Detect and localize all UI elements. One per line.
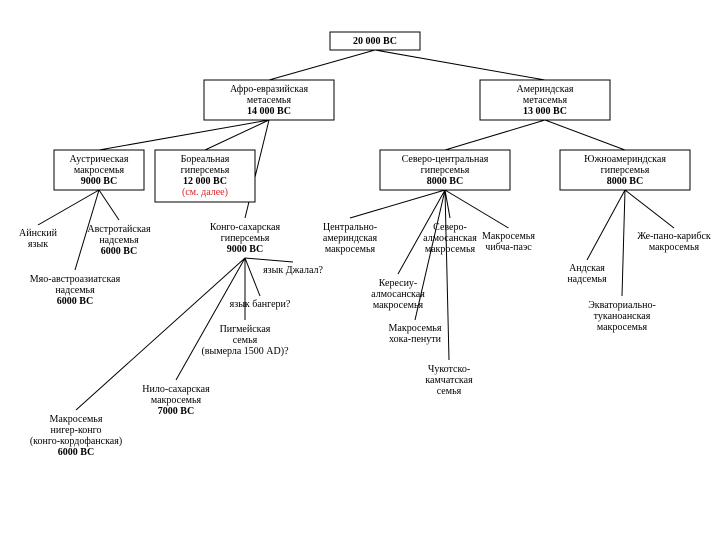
- tree-edge: [269, 50, 375, 80]
- tree-edge: [375, 50, 545, 80]
- node-label: Конго-сахарскаягиперсемья9000 ВС: [190, 218, 300, 258]
- tree-node-boreal: Бореальнаягиперсемья12 000 ВС(см. далее): [155, 150, 255, 202]
- tree-edge: [99, 190, 119, 220]
- tree-edge: [350, 190, 445, 218]
- tree-node-chuk: Чукотско-камчатскаясемья: [404, 360, 494, 400]
- tree-node-zhe: Же-пано-карибскмакросемья: [628, 228, 720, 256]
- node-label: Чукотско-камчатскаясемья: [404, 360, 494, 400]
- node-label: Экваториально-туканоанскаямакросемья: [562, 296, 682, 336]
- node-label: Макросемьячибча-паэс: [466, 228, 551, 256]
- tree-node-jalal: язык Джалал?: [248, 262, 338, 278]
- node-label: Австротайскаянадсемья6000 ВС: [74, 220, 164, 260]
- tree-node-and: Андскаянадсемья: [552, 260, 622, 288]
- node-label: Кересиу-алмосанскаямакросемья: [354, 274, 442, 314]
- node-label: Макросемьянигер-конго(конго-кордофанская…: [6, 410, 146, 462]
- tree-node-niger: Макросемьянигер-конго(конго-кордофанская…: [6, 410, 146, 462]
- node-label: Айнскийязык: [8, 225, 68, 253]
- tree-node-chibcha: Макросемьячибча-паэс: [466, 228, 551, 256]
- tree-node-ncentr: Северо-центральнаягиперсемья8000 ВС: [380, 150, 510, 190]
- tree-edge: [587, 190, 625, 260]
- node-label: Центрально-америндскаямакросемья: [300, 218, 400, 258]
- tree-node-hoka: Макросемьяхока-пенути: [370, 320, 460, 348]
- node-label: Бореальнаягиперсемья12 000 ВС(см. далее): [155, 150, 255, 202]
- tree-edge: [176, 258, 245, 380]
- node-label: Афро-евразийскаяметасемья14 000 ВС: [204, 80, 334, 120]
- node-label: Америндскаяметасемья13 000 ВС: [480, 80, 610, 120]
- node-label: Северо-центральнаягиперсемья8000 ВС: [380, 150, 510, 190]
- tree-edge: [625, 190, 674, 228]
- tree-node-miao: Мяо-австроазиатскаянадсемья6000 ВС: [10, 270, 140, 310]
- tree-edge: [545, 120, 625, 150]
- tree-node-keresu: Кересиу-алмосанскаямакросемья: [354, 274, 442, 314]
- tree-node-camer: Центрально-америндскаямакросемья: [300, 218, 400, 258]
- node-label: Же-пано-карибскмакросемья: [628, 228, 720, 256]
- tree-node-samer: Южноамериндскаягиперсемья8000 ВС: [560, 150, 690, 190]
- tree-node-ainu: Айнскийязык: [8, 225, 68, 253]
- tree-edge: [205, 120, 269, 150]
- tree-node-kongo: Конго-сахарскаягиперсемья9000 ВС: [190, 218, 300, 258]
- node-label: Южноамериндскаягиперсемья8000 ВС: [560, 150, 690, 190]
- node-label: Аустрическаямакросемья9000 ВС: [54, 150, 144, 190]
- tree-node-amer: Америндскаяметасемья13 000 ВС: [480, 80, 610, 120]
- tree-node-atai: Австротайскаянадсемья6000 ВС: [74, 220, 164, 260]
- node-label: Пигмейскаясемья(вымерла 1500 AD)?: [180, 320, 310, 360]
- tree-edge: [622, 190, 625, 296]
- tree-node-afro: Афро-евразийскаяметасемья14 000 ВС: [204, 80, 334, 120]
- node-label: язык бангери?: [210, 296, 310, 312]
- node-label: Андскаянадсемья: [552, 260, 622, 288]
- tree-node-austr: Аустрическаямакросемья9000 ВС: [54, 150, 144, 190]
- tree-node-pigm: Пигмейскаясемья(вымерла 1500 AD)?: [180, 320, 310, 360]
- tree-node-ekv: Экваториально-туканоанскаямакросемья: [562, 296, 682, 336]
- node-label: Макросемьяхока-пенути: [370, 320, 460, 348]
- node-label: язык Джалал?: [248, 262, 338, 278]
- tree-node-bangeri: язык бангери?: [210, 296, 310, 312]
- node-label: 20 000 ВС: [330, 32, 420, 50]
- language-family-tree: 20 000 ВС Афро-евразийскаяметасемья14 000…: [0, 0, 720, 540]
- tree-node-root: 20 000 ВС: [330, 32, 420, 50]
- tree-edge: [99, 120, 269, 150]
- node-label: Мяо-австроазиатскаянадсемья6000 ВС: [10, 270, 140, 310]
- tree-edge: [445, 120, 545, 150]
